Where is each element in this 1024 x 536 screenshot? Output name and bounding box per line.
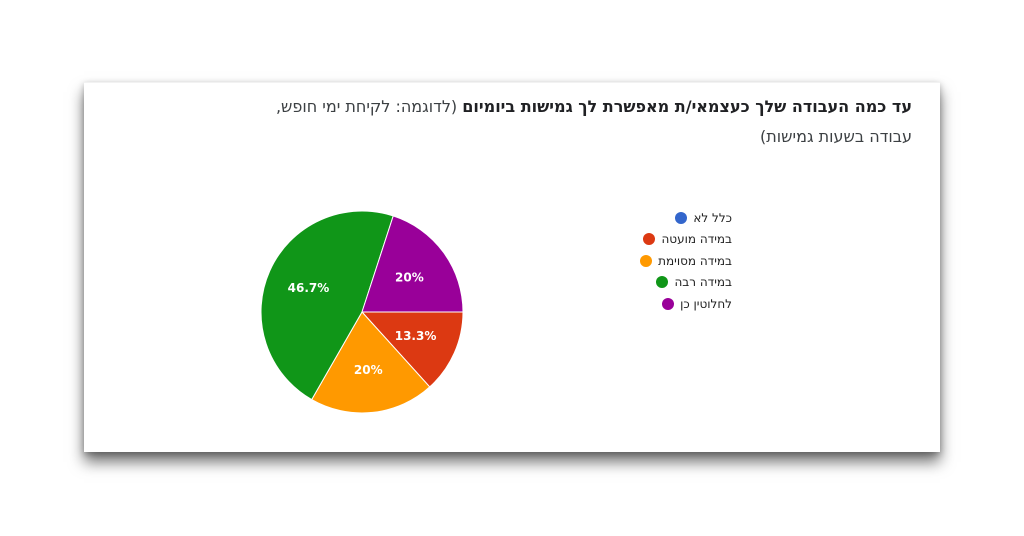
legend-item-0[interactable]: כלל לא xyxy=(612,207,732,229)
pie-slice-3[interactable] xyxy=(260,210,394,401)
pie-data-label-1: 13.3% xyxy=(395,329,437,343)
legend-swatch-3 xyxy=(656,276,669,289)
question-title-bold: עד כמה העבודה שלך כעצמאי/ת מאפשרת לך גמי… xyxy=(462,97,912,116)
chart-legend: כלל לא במידה מועטה במידה מסוימת במידה רבה לח… xyxy=(612,207,732,315)
question-title: עד כמה העבודה שלך כעצמאי/ת מאפשרת לך גמי… xyxy=(232,92,912,152)
legend-label-2: במידה מסוימת xyxy=(658,253,732,268)
legend-swatch-4 xyxy=(662,297,675,310)
pie-data-label-4: 20% xyxy=(395,271,424,285)
pie-slice-1[interactable] xyxy=(360,311,464,388)
pie-slice-2[interactable] xyxy=(311,311,431,414)
legend-label-3: במידה רבה xyxy=(674,275,732,290)
pie-chart: 13.3% 20% 46.7% 20% xyxy=(260,210,464,414)
legend-item-3[interactable]: במידה רבה xyxy=(612,272,732,294)
legend-label-1: במידה מועטה xyxy=(661,232,732,247)
legend-item-2[interactable]: במידה מסוימת xyxy=(612,250,732,272)
pie-slice-4[interactable] xyxy=(361,215,464,313)
legend-item-4[interactable]: לחלוטין כן xyxy=(612,293,732,315)
question-title-note: (לדוגמה: לקיחת ימי חופש, עבודה בשעות גמי… xyxy=(275,97,912,146)
legend-swatch-1 xyxy=(643,233,656,246)
legend-label-0: כלל לא xyxy=(693,210,732,225)
chart-card xyxy=(84,82,940,452)
pie-data-label-2: 20% xyxy=(354,363,383,377)
legend-swatch-2 xyxy=(640,254,653,267)
legend-item-1[interactable]: במידה מועטה xyxy=(612,229,732,251)
legend-swatch-0 xyxy=(675,211,688,224)
pie-data-label-3: 46.7% xyxy=(288,281,330,295)
legend-label-4: לחלוטין כן xyxy=(680,296,732,311)
